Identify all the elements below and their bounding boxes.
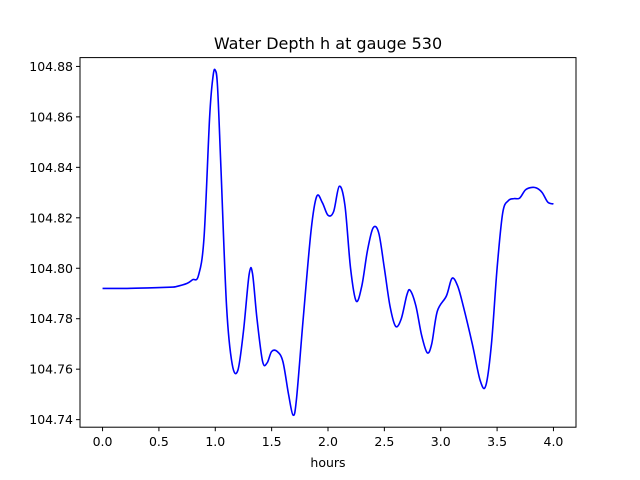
y-tick-label: 104.82 bbox=[29, 210, 73, 225]
x-tick-label: 0.5 bbox=[149, 434, 169, 449]
x-axis-ticks: 0.0 0.5 1.0 1.5 2.0 2.5 3.0 3.5 4.0 bbox=[93, 427, 564, 449]
plot-frame bbox=[79, 57, 577, 428]
x-tick-label: 2.5 bbox=[374, 434, 394, 449]
y-tick-label: 104.74 bbox=[29, 412, 73, 427]
x-tick-label: 2.0 bbox=[318, 434, 338, 449]
x-axis-label: hours bbox=[310, 455, 345, 470]
x-tick-label: 0.0 bbox=[93, 434, 113, 449]
chart-title: Water Depth h at gauge 530 bbox=[214, 34, 442, 53]
y-tick-label: 104.84 bbox=[29, 160, 73, 175]
y-tick-label: 104.78 bbox=[29, 311, 73, 326]
plot-series bbox=[102, 68, 554, 417]
x-tick-label: 4.0 bbox=[544, 434, 564, 449]
y-tick-label: 104.76 bbox=[29, 362, 73, 377]
y-tick-label: 104.80 bbox=[29, 261, 73, 276]
x-tick-label: 1.5 bbox=[262, 434, 282, 449]
series-line-1 bbox=[102, 68, 554, 417]
x-tick-label: 3.0 bbox=[431, 434, 451, 449]
y-axis-ticks: 104.74 104.76 104.78 104.80 104.82 104.84 104.… bbox=[29, 59, 80, 427]
y-tick-label: 104.86 bbox=[29, 109, 73, 124]
y-tick-label: 104.88 bbox=[29, 59, 73, 74]
x-tick-label: 3.5 bbox=[487, 434, 507, 449]
x-tick-label: 1.0 bbox=[205, 434, 225, 449]
